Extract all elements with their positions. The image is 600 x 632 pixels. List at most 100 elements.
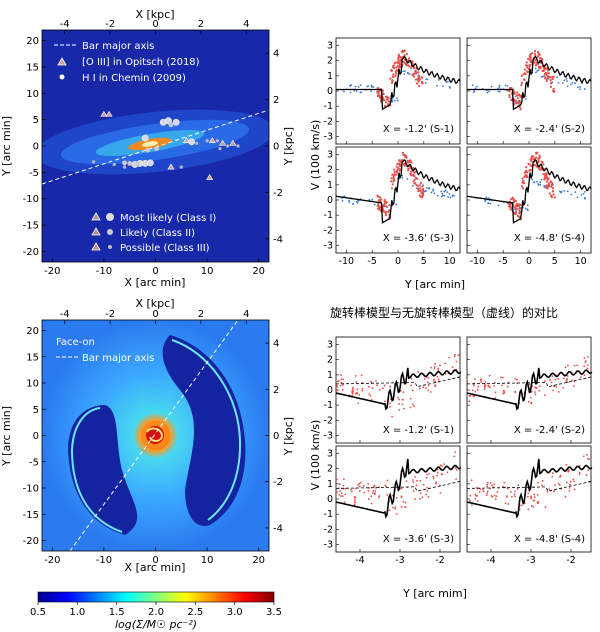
obs-point [554,378,557,381]
oiii-point [395,171,398,174]
obs-point [412,490,415,492]
figure-caption: 旋转棒模型与无旋转棒模型（虚线）的对比 [330,306,559,320]
y-tick-label: -1 [324,101,333,112]
obs-point [436,375,439,378]
oiii-point [541,58,544,61]
obs-point [439,492,442,494]
marker-class-iii [179,165,183,169]
obs-point [500,376,502,379]
obs-point [514,490,516,493]
oiii-point [528,65,531,68]
obs-point [502,389,505,392]
obs-point [338,493,341,496]
oiii-point [523,68,526,71]
colorbar-tick-label: 3.5 [266,607,282,618]
obs-point [573,364,576,367]
y-tick-label: -2 [324,415,333,426]
oiii-point [527,70,530,73]
marker-class-ii [135,162,140,167]
oiii-point [514,206,517,209]
oiii-point [524,73,527,76]
oiii-point [534,64,537,67]
obs-point [376,384,378,387]
oiii-point [377,91,380,95]
hi-point [566,190,569,193]
y-tick-label: -3 [324,131,333,142]
obs-point [418,387,421,390]
obs-point [367,482,370,485]
hi-point [444,189,447,192]
bl-arm-right [171,339,242,521]
oiii-point [390,69,393,73]
oiii-point [390,177,393,180]
hi-point [540,75,543,78]
bl-legend-faceon: Face-on [56,337,95,348]
obs-point [585,474,588,476]
oiii-point [516,204,520,208]
right-bottom-panels: -3 -2 -1 0 1 2 3 X = -1.2' (S-1) X = -2.4' (S-2)… [324,336,593,566]
obs-point [370,502,373,505]
hi-point [424,81,427,84]
obs-point [375,379,377,382]
rt-ylabel: V (100 km/s) [309,120,322,191]
y-tick-label: 0 [327,494,333,505]
obs-point [353,500,356,503]
oiii-point [421,195,424,199]
obs-point [530,504,533,507]
rotating-bar-model-curve [335,458,462,519]
oiii-point [392,67,396,70]
oiii-point [391,75,394,78]
y-tick-label: 0 [33,431,39,442]
obs-point [529,397,532,399]
obs-point [336,380,339,383]
hi-point [436,84,438,87]
rb-subplot: X = -2.4' (S-2) [466,336,593,444]
hi-point [370,86,373,88]
oiii-point [552,193,555,196]
subplot-label: X = -1.2' (S-1) [383,425,454,436]
obs-point [404,506,407,508]
oiii-point [399,163,402,166]
rt-subplot: X = -2.4' (S-2) [466,37,592,145]
hi-point [449,196,452,199]
oiii-point [383,210,386,213]
obs-point [372,492,374,494]
y-kpc-tick-label: -4 [273,523,283,534]
y-tick-label: 3 [327,449,333,460]
obs-point [416,479,418,482]
marker-class-ii [127,161,133,166]
obs-point [440,473,443,476]
obs-point [573,488,576,491]
obs-point [436,474,439,477]
obs-point [344,493,347,496]
dot-icon [59,74,65,80]
circle-large-icon [106,213,114,221]
legend-hi: H I in Chemin (2009) [82,73,186,84]
obs-point [425,493,427,496]
hi-point [539,181,542,184]
rt-subplot: -10 -5 0 5 10 X = -4.8' (S-4) [466,146,592,267]
oiii-point [379,209,382,212]
hi-point [430,191,433,194]
oiii-point [397,64,401,68]
hi-point [537,69,540,72]
obs-point [435,481,438,484]
obs-point [486,481,489,484]
obs-point [430,366,433,369]
obs-point [573,480,576,483]
obs-point [469,499,471,502]
hi-point [366,85,369,88]
obs-point [369,380,372,383]
oiii-point [414,170,417,173]
marker-class-iii [226,144,230,148]
obs-point [354,375,357,377]
oiii-point [376,194,379,197]
obs-point [448,356,451,359]
obs-point [584,360,587,363]
obs-point [578,473,581,476]
hi-point [488,197,490,199]
oiii-point [391,183,394,186]
obs-point [361,387,364,390]
oiii-point [388,209,391,212]
oiii-point [545,176,548,179]
